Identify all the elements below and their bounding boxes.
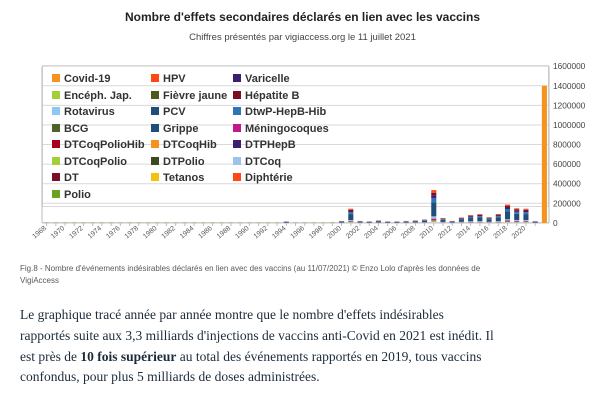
svg-text:2004: 2004 <box>363 225 380 240</box>
svg-text:1972: 1972 <box>68 225 85 240</box>
svg-text:1000000: 1000000 <box>553 120 586 130</box>
svg-text:2018: 2018 <box>492 225 509 240</box>
svg-text:1990: 1990 <box>234 225 251 240</box>
svg-text:600000: 600000 <box>553 159 581 169</box>
svg-text:1994: 1994 <box>271 225 288 240</box>
svg-text:1974: 1974 <box>87 225 104 240</box>
svg-text:1982: 1982 <box>161 225 178 240</box>
svg-text:1600000: 1600000 <box>553 61 586 71</box>
svg-text:1978: 1978 <box>124 225 141 240</box>
svg-text:2012: 2012 <box>437 225 454 240</box>
svg-text:2014: 2014 <box>456 225 473 240</box>
svg-text:1986: 1986 <box>197 225 214 240</box>
svg-text:200000: 200000 <box>553 198 581 208</box>
svg-text:1996: 1996 <box>290 225 307 240</box>
svg-text:1200000: 1200000 <box>553 100 586 110</box>
svg-text:1970: 1970 <box>50 225 67 240</box>
svg-text:1968: 1968 <box>31 225 48 240</box>
svg-text:1400000: 1400000 <box>553 81 586 91</box>
svg-text:2010: 2010 <box>419 225 436 240</box>
svg-text:1984: 1984 <box>179 225 196 240</box>
svg-text:2020: 2020 <box>511 225 528 240</box>
svg-text:2000: 2000 <box>326 225 343 240</box>
svg-text:2008: 2008 <box>400 225 417 240</box>
svg-text:2002: 2002 <box>345 225 362 240</box>
svg-text:1998: 1998 <box>308 225 325 240</box>
svg-text:800000: 800000 <box>553 140 581 150</box>
svg-text:400000: 400000 <box>553 179 581 189</box>
svg-text:2016: 2016 <box>474 225 491 240</box>
svg-text:1988: 1988 <box>216 225 233 240</box>
svg-text:1976: 1976 <box>105 225 122 240</box>
svg-text:2006: 2006 <box>382 225 399 240</box>
svg-text:0: 0 <box>553 218 558 228</box>
svg-text:1980: 1980 <box>142 225 159 240</box>
svg-text:1992: 1992 <box>253 225 270 240</box>
